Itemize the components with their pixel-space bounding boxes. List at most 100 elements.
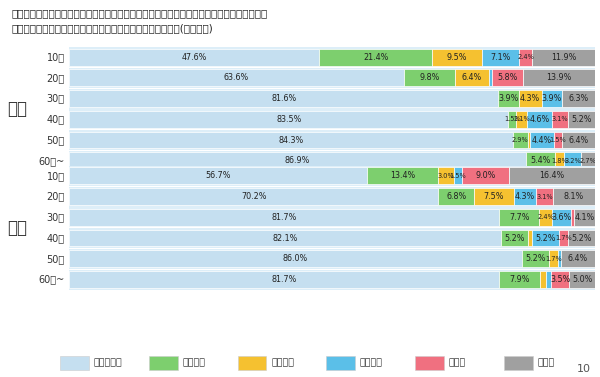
Text: 3.1%: 3.1%: [536, 194, 553, 199]
Text: 6.4%: 6.4%: [568, 254, 588, 263]
Text: 47.6%: 47.6%: [182, 53, 207, 61]
Text: 63.6%: 63.6%: [224, 74, 249, 82]
Bar: [528, 132, 530, 149]
Bar: [454, 167, 461, 184]
Text: 50代: 50代: [47, 135, 65, 145]
Text: 81.6%: 81.6%: [271, 94, 296, 103]
Bar: [461, 167, 509, 184]
Text: コンビニ: コンビニ: [182, 358, 205, 367]
Bar: [536, 188, 553, 205]
Text: 7.7%: 7.7%: [509, 213, 529, 222]
Text: 1.7%: 1.7%: [555, 235, 572, 241]
Text: 5.2%: 5.2%: [571, 234, 592, 242]
Text: 81.7%: 81.7%: [271, 213, 296, 222]
Text: 82.1%: 82.1%: [272, 234, 298, 242]
Text: 3.0%: 3.0%: [437, 173, 454, 179]
Bar: [432, 49, 482, 66]
Text: 代金引換: 代金引換: [360, 358, 383, 367]
Bar: [554, 152, 564, 169]
Bar: [69, 90, 499, 107]
Bar: [508, 111, 516, 128]
Text: 4.1%: 4.1%: [575, 213, 595, 222]
Bar: [562, 132, 595, 149]
Bar: [521, 250, 549, 267]
Text: 7.1%: 7.1%: [491, 53, 511, 61]
Bar: [574, 209, 596, 226]
Text: 2.4%: 2.4%: [537, 215, 554, 220]
Text: 30代: 30代: [47, 212, 65, 222]
Text: 4.6%: 4.6%: [529, 115, 550, 124]
Text: 5.4%: 5.4%: [530, 156, 551, 165]
Text: 13.4%: 13.4%: [390, 172, 415, 180]
Bar: [526, 152, 554, 169]
Text: 20代: 20代: [47, 73, 65, 83]
Bar: [564, 152, 581, 169]
Text: 3.9%: 3.9%: [542, 94, 562, 103]
Bar: [546, 271, 551, 288]
Bar: [520, 49, 532, 66]
Text: 20代: 20代: [47, 192, 65, 202]
Bar: [499, 271, 541, 288]
Bar: [69, 209, 499, 226]
Bar: [559, 230, 568, 247]
Text: 5.0%: 5.0%: [572, 275, 593, 284]
Text: 21.4%: 21.4%: [363, 53, 388, 61]
Text: 2.7%: 2.7%: [580, 158, 596, 164]
Text: ネットショップで最もご利用になる支払方法はなんですか？(単一選択): ネットショップで最もご利用になる支払方法はなんですか？(単一選択): [12, 23, 214, 34]
Text: 11.9%: 11.9%: [551, 53, 576, 61]
Text: 7.9%: 7.9%: [509, 275, 530, 284]
Text: 2.1%: 2.1%: [514, 116, 530, 122]
Bar: [69, 230, 501, 247]
Bar: [501, 230, 529, 247]
Bar: [569, 271, 596, 288]
Bar: [69, 167, 367, 184]
Bar: [509, 167, 595, 184]
Text: 81.7%: 81.7%: [271, 275, 296, 284]
Bar: [551, 111, 568, 128]
Bar: [438, 167, 454, 184]
Text: 83.5%: 83.5%: [276, 115, 301, 124]
Bar: [571, 209, 574, 226]
Text: 後払い: 後払い: [449, 358, 466, 367]
Bar: [532, 230, 559, 247]
Text: 10代: 10代: [47, 52, 65, 62]
Text: 86.9%: 86.9%: [285, 156, 310, 165]
Bar: [581, 152, 595, 169]
Text: 16.4%: 16.4%: [539, 172, 565, 180]
Text: 3.2%: 3.2%: [564, 158, 581, 164]
Text: 6.8%: 6.8%: [446, 192, 466, 201]
Bar: [499, 90, 519, 107]
Text: 56.7%: 56.7%: [205, 172, 231, 180]
Bar: [552, 209, 571, 226]
Bar: [474, 188, 514, 205]
Text: 5.2%: 5.2%: [525, 254, 545, 263]
Text: 6.4%: 6.4%: [568, 136, 589, 144]
Text: 6.3%: 6.3%: [568, 94, 589, 103]
Text: 13.9%: 13.9%: [547, 74, 572, 82]
Text: 4.3%: 4.3%: [515, 192, 535, 201]
Bar: [489, 69, 492, 86]
Bar: [404, 69, 455, 86]
Text: キャリア: キャリア: [271, 358, 294, 367]
Text: 男性: 男性: [7, 100, 27, 118]
Bar: [558, 250, 561, 267]
Bar: [527, 111, 551, 128]
Bar: [69, 111, 508, 128]
Text: 5.2%: 5.2%: [535, 234, 556, 242]
Bar: [551, 271, 569, 288]
Bar: [367, 167, 438, 184]
Bar: [69, 188, 439, 205]
Text: 50代: 50代: [47, 254, 65, 264]
Text: 7.5%: 7.5%: [484, 192, 504, 201]
Text: 30代: 30代: [47, 93, 65, 104]
Bar: [541, 271, 546, 288]
Text: 3.5%: 3.5%: [550, 275, 571, 284]
Text: 6.4%: 6.4%: [462, 74, 482, 82]
Bar: [439, 188, 474, 205]
Bar: [69, 132, 512, 149]
Text: 10: 10: [577, 364, 591, 374]
Bar: [516, 111, 527, 128]
Text: 5.8%: 5.8%: [497, 74, 518, 82]
Text: 70.2%: 70.2%: [241, 192, 266, 201]
Bar: [499, 209, 539, 226]
